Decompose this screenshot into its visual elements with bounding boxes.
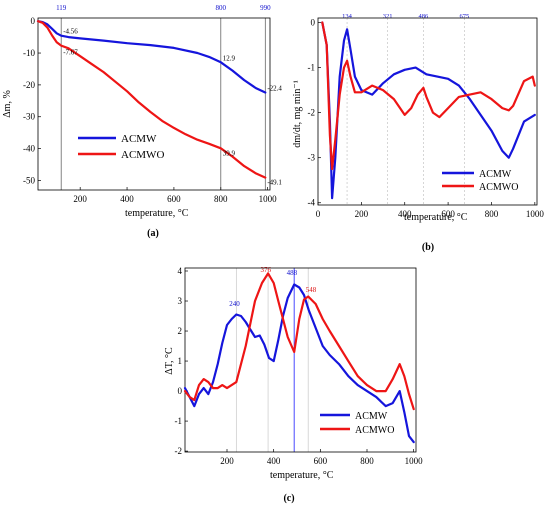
reference-line-label: 119 [56,4,67,12]
plot-frame [317,17,538,206]
x-tick-label: 800 [485,209,499,219]
y-tick-label: 4 [178,266,183,276]
y-tick-label: 3 [178,296,183,306]
reference-line-label: 548 [306,286,317,294]
reference-line-label: 675 [459,13,469,20]
x-tick-label: 400 [120,194,134,204]
x-tick-label: 200 [73,194,87,204]
reference-line-label: 134 [342,13,353,20]
x-tick-label: 600 [167,194,181,204]
y-tick-label: 0 [178,386,183,396]
reference-line-label: 321 [383,13,393,20]
data-annotation: -49.1 [267,179,282,187]
y-tick-label: -1 [175,416,183,426]
panel-label: (c) [283,493,294,504]
y-axis-label: ΔT, °C [164,347,175,375]
y-tick-label: -30 [23,112,35,122]
x-axis-label: temperature, °C [404,212,468,223]
data-annotation: 12.9 [223,54,236,62]
plot-frame [37,17,271,191]
y-tick-label: -3 [308,153,316,163]
series-line-acmw [36,20,267,94]
reference-line-label: 488 [287,269,298,277]
data-annotation: -7.67 [63,49,78,57]
legend: ACMW ACMWO [320,411,394,436]
x-tick-label: 1000 [405,456,424,466]
y-tick-label: -2 [308,108,316,118]
y-tick-label: -2 [175,446,183,456]
legend: ACMW ACMWO [442,169,518,193]
y-tick-label: 2 [178,326,183,336]
y-tick-label: 1 [178,356,183,366]
x-tick-label: 400 [398,209,412,219]
y-tick-label: -40 [23,144,35,154]
x-axis-label: temperature, °C [270,470,334,481]
plot-frame [184,267,417,453]
x-tick-label: 800 [360,456,374,466]
series-line-acmwo [321,21,536,171]
y-tick-label: -10 [23,48,35,58]
chart-panel-a: 119 800 990 200 400 600 800 1000 0 -10 -20 -30 -40 -5… [2,4,282,239]
y-tick-label: 0 [311,18,316,28]
y-tick-label: -1 [308,63,316,73]
y-tick-label: -4 [308,198,316,208]
reference-line-label: 240 [229,300,240,308]
legend: ACMW ACMWO [78,133,164,161]
legend-label: ACMW [479,169,512,180]
x-tick-label: 0 [316,209,321,219]
x-axis-label: temperature, °C [125,208,189,219]
data-annotation: -22.4 [267,85,282,93]
y-tick-label: -50 [23,175,35,185]
legend-label: ACMWO [479,182,518,193]
x-tick-label: 1000 [259,194,278,204]
y-tick-label: -20 [23,80,35,90]
legend-label: ACMW [121,133,157,145]
reference-line-label: 800 [216,4,227,12]
chart-panel-b: 134 321 486 675 0 200 400 600 800 1000 0 -1 -2 -3 -4 te… [292,13,544,253]
reference-line-label: 376 [260,266,271,274]
legend-label: ACMW [355,411,388,422]
x-tick-label: 1000 [526,209,545,219]
x-tick-label: 200 [220,456,234,466]
y-tick-label: 0 [31,16,36,26]
data-annotation: 39.9 [223,149,236,157]
panel-label: (a) [147,228,159,239]
y-axis-label: Δm, % [2,90,13,118]
x-tick-label: 400 [267,456,281,466]
x-tick-label: 200 [355,209,369,219]
x-tick-label: 600 [441,209,455,219]
y-axis-label: dm/dt, mg min⁻¹ [292,80,303,147]
data-annotation: -4.56 [63,28,78,36]
panel-label: (b) [422,242,434,253]
x-tick-label: 600 [314,456,328,466]
reference-line-label: 486 [419,13,430,20]
series-line-acmw [183,283,415,444]
legend-label: ACMWO [121,149,164,161]
reference-line-label: 990 [260,4,271,12]
series-line-acmwo [183,272,415,411]
series-line-acmwo [36,20,267,179]
legend-label: ACMWO [355,425,394,436]
chart-panel-c: 240 376 488 548 200 400 600 800 1000 4 3 2 1 0 -1 -2 tem… [164,266,423,504]
x-tick-label: 800 [214,194,228,204]
